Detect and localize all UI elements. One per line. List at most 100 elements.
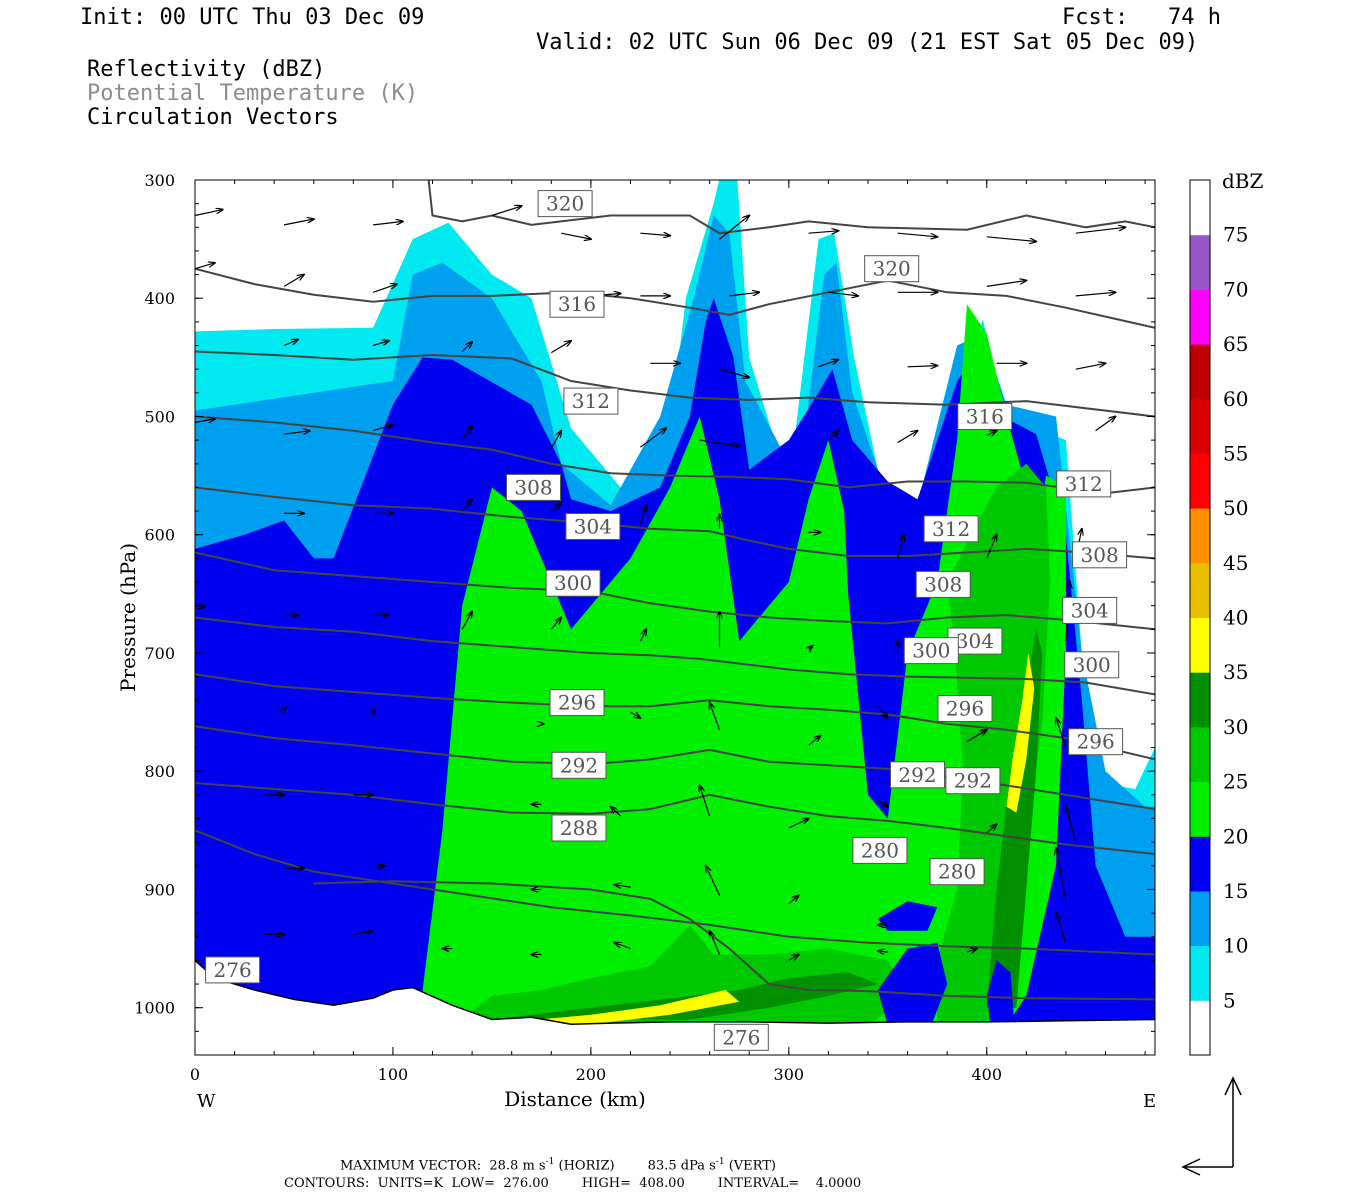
y-tick-label: 900 bbox=[144, 880, 175, 899]
y-tick-label: 600 bbox=[144, 526, 175, 545]
contour-label-text: 312 bbox=[572, 389, 610, 413]
contour-label-box bbox=[713, 1023, 769, 1051]
terrain-fill bbox=[195, 960, 1155, 1055]
colorbar-swatch bbox=[1190, 562, 1210, 618]
circulation-vector bbox=[353, 931, 373, 935]
circulation-vector bbox=[1056, 913, 1067, 943]
circulation-vector bbox=[283, 219, 314, 226]
colorbar-level-label: 35 bbox=[1223, 660, 1248, 684]
colorbar-level-label: 60 bbox=[1223, 387, 1248, 411]
theta-contour-10 bbox=[313, 880, 1155, 1001]
colorbar-swatch bbox=[1190, 234, 1210, 290]
contour-label-box bbox=[915, 570, 971, 598]
colorbar-swatch bbox=[1190, 617, 1210, 673]
contour-label-text: 276 bbox=[722, 1025, 760, 1049]
circulation-vector bbox=[1056, 848, 1067, 902]
contour-label-text: 292 bbox=[560, 753, 598, 777]
contour-label-text: 292 bbox=[954, 769, 992, 793]
circulation-vector bbox=[699, 439, 740, 446]
contour-label-box bbox=[1068, 728, 1124, 756]
circulation-vector bbox=[372, 425, 393, 432]
forecast-hour: Fcst: 74 h bbox=[1062, 5, 1221, 30]
colorbar-level-label: 75 bbox=[1223, 223, 1248, 247]
x-tick-label: 200 bbox=[576, 1065, 607, 1084]
x-axis-label: Distance (km) bbox=[504, 1087, 646, 1111]
colorbar-swatch bbox=[1190, 1000, 1210, 1056]
contour-label-box bbox=[1062, 596, 1118, 624]
theta-contour-6 bbox=[195, 616, 1155, 696]
theta-contour-3 bbox=[195, 415, 1155, 495]
y-tick-label: 500 bbox=[144, 407, 175, 426]
axes-layer: 0 100 200 300 400 300 400 500 600 700 800 900 1000 Di… bbox=[116, 171, 1156, 1112]
contour-label-text: 312 bbox=[932, 517, 970, 541]
colorbar-swatch bbox=[1190, 453, 1210, 509]
circulation-vector bbox=[986, 535, 997, 559]
circulation-vector bbox=[897, 232, 938, 237]
y-axis-label: Pressure (hPa) bbox=[116, 543, 140, 692]
contour-label-box bbox=[864, 255, 920, 283]
y-tick-label: 1000 bbox=[134, 999, 175, 1018]
circulation-vector bbox=[283, 340, 298, 347]
x-tick-label: 400 bbox=[971, 1065, 1002, 1084]
contour-label-text: 312 bbox=[1065, 472, 1103, 496]
colorbar-level-label: 40 bbox=[1223, 606, 1248, 630]
contour-label-text: 308 bbox=[514, 475, 552, 499]
colorbar-swatch bbox=[1190, 180, 1210, 236]
contour-label-text: 280 bbox=[861, 838, 899, 862]
contour-label-text: 292 bbox=[898, 763, 936, 787]
circulation-vector bbox=[966, 730, 987, 743]
colorbar-level-label: 5 bbox=[1223, 988, 1236, 1012]
circulation-vector bbox=[788, 955, 799, 961]
contour-label-text: 316 bbox=[558, 292, 596, 316]
colorbar-swatch bbox=[1190, 726, 1210, 783]
colorbar-swatch bbox=[1190, 508, 1210, 564]
field-label-theta: Potential Temperature (K) bbox=[87, 81, 419, 106]
colorbar-level-label: 50 bbox=[1223, 496, 1248, 520]
contour-label-text: 296 bbox=[1077, 730, 1115, 754]
reflectivity-pocket-1 bbox=[877, 942, 948, 1026]
circulation-vector bbox=[283, 275, 304, 287]
y-tick-label: 300 bbox=[144, 171, 175, 190]
circulation-vector bbox=[966, 949, 977, 953]
circulation-vector bbox=[195, 210, 223, 217]
circulation-vector bbox=[986, 281, 1027, 287]
colorbar-swatch bbox=[1190, 781, 1210, 837]
contour-label-text: 300 bbox=[1073, 653, 1111, 677]
terrain-layer bbox=[194, 959, 1156, 1055]
circulation-vector bbox=[195, 263, 215, 270]
circulation-vector bbox=[1075, 363, 1106, 370]
circulation-vector bbox=[373, 221, 403, 226]
x-tick-label: 300 bbox=[774, 1065, 805, 1084]
field-label-vectors: Circulation Vectors bbox=[87, 105, 339, 130]
circulation-vector bbox=[640, 428, 666, 448]
circulation-vector bbox=[818, 360, 839, 368]
circulation-vector bbox=[710, 931, 721, 955]
theta-contour-layer bbox=[195, 180, 1155, 1001]
circulation-vector bbox=[986, 431, 997, 436]
colorbar-level-label: 20 bbox=[1223, 824, 1248, 848]
circulation-vector bbox=[639, 505, 646, 524]
circulation-vector bbox=[373, 710, 375, 712]
contour-label-box bbox=[957, 403, 1013, 430]
reflectivity-35dbz-core-0 bbox=[1006, 653, 1035, 813]
circulation-vector bbox=[195, 419, 215, 423]
colorbar-swatch bbox=[1190, 836, 1210, 892]
circulation-vector bbox=[710, 703, 721, 731]
theta-contour-7 bbox=[195, 673, 1155, 761]
circulation-vector bbox=[461, 499, 472, 512]
circulation-vector bbox=[284, 431, 310, 435]
contour-label-box bbox=[1072, 541, 1128, 569]
theta-contour-2 bbox=[195, 350, 1155, 418]
circulation-vector bbox=[828, 291, 858, 296]
circulation-vector bbox=[827, 431, 838, 441]
east-label: E bbox=[1143, 1091, 1156, 1112]
circulation-vector bbox=[550, 341, 571, 354]
contour-label-text: 320 bbox=[546, 192, 584, 216]
circulation-vector bbox=[986, 236, 1036, 242]
circulation-vector bbox=[1066, 807, 1077, 843]
circulation-vector bbox=[808, 736, 821, 746]
x-tick-label: 100 bbox=[378, 1065, 409, 1084]
circulation-vector bbox=[611, 807, 622, 817]
colorbar-level-label: 25 bbox=[1223, 770, 1248, 794]
colorbar-swatch bbox=[1190, 344, 1210, 400]
